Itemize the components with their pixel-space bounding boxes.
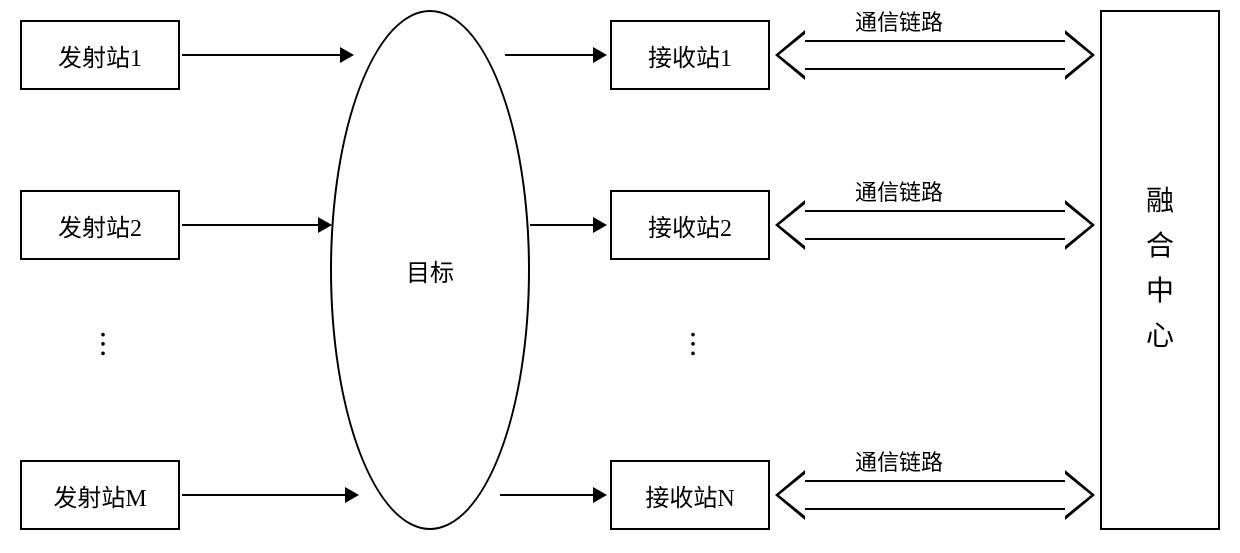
comm-link-1-arrow [775,30,1095,80]
transmitter-2-node: 发射站2 [20,190,180,260]
tx-ellipsis-icon: ︙ [95,330,105,358]
target-label: 目标 [406,253,454,288]
target-node: 目标 [330,10,530,530]
receiver-2-label: 接收站2 [648,208,732,243]
arrow-txm-target [182,494,357,496]
receiver-2-node: 接收站2 [610,190,770,260]
receiver-n-label: 接收站N [645,478,734,513]
fusion-center-node: 融合中心 [1100,10,1220,530]
transmitter-2-label: 发射站2 [58,208,142,243]
transmitter-1-label: 发射站1 [58,38,142,73]
arrow-target-rxn [500,494,605,496]
receiver-1-node: 接收站1 [610,20,770,90]
arrow-tx2-target [182,224,330,226]
receiver-n-node: 接收站N [610,460,770,530]
comm-link-2-arrow [775,200,1095,250]
receiver-1-label: 接收站1 [648,38,732,73]
transmitter-1-node: 发射站1 [20,20,180,90]
fusion-center-label: 融合中心 [1146,180,1174,359]
comm-link-n-arrow [775,470,1095,520]
arrow-target-rx1 [505,54,605,56]
arrow-target-rx2 [530,224,605,226]
transmitter-m-node: 发射站M [20,460,180,530]
transmitter-m-label: 发射站M [53,478,146,513]
rx-ellipsis-icon: ︙ [685,330,695,358]
arrow-tx1-target [182,54,352,56]
